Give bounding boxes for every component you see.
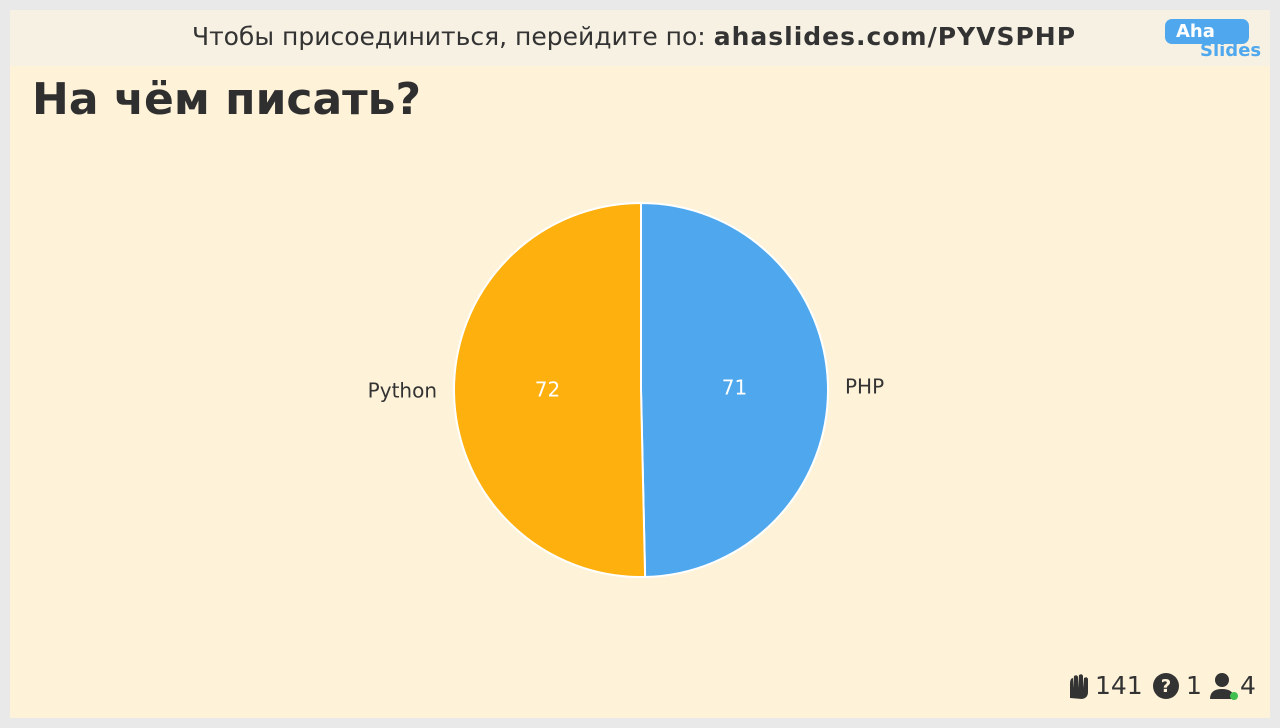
logo-top: Aha xyxy=(1176,21,1215,42)
join-instruction: Чтобы присоединиться, перейдите по: ahasl… xyxy=(192,22,1076,51)
header-bar xyxy=(10,10,1270,66)
footer-stats: 141 ? 1 4 xyxy=(1070,671,1256,700)
questions-icon xyxy=(1153,673,1179,699)
pie-slice xyxy=(453,201,647,578)
reactions-count: 141 xyxy=(1095,671,1143,700)
slide-title: На чём писать? xyxy=(32,74,421,125)
logo-bottom: Slides xyxy=(1200,40,1261,61)
questions-icon-mark: ? xyxy=(1161,676,1171,697)
participants-count: 4 xyxy=(1240,671,1256,700)
pie-slice xyxy=(640,201,829,578)
pie-chart: 71 PHP 72 Python xyxy=(368,201,884,578)
reactions-icon xyxy=(1070,674,1088,699)
questions-count: 1 xyxy=(1186,671,1202,700)
participants-icon-head xyxy=(1215,673,1229,687)
logo[interactable]: Aha Slides xyxy=(1165,19,1261,61)
logo-badge xyxy=(1165,19,1249,44)
participants-icon-body xyxy=(1210,689,1234,699)
slice-value-label: 71 xyxy=(722,375,747,399)
slice-value-label: 72 xyxy=(535,378,560,402)
join-url[interactable]: ahaslides.com/PYVSPHP xyxy=(714,22,1076,51)
join-text: Чтобы присоединиться, перейдите по: xyxy=(192,22,706,51)
online-dot xyxy=(1230,692,1238,700)
slice-category-label: PHP xyxy=(845,374,884,398)
slice-category-label: Python xyxy=(368,379,437,403)
